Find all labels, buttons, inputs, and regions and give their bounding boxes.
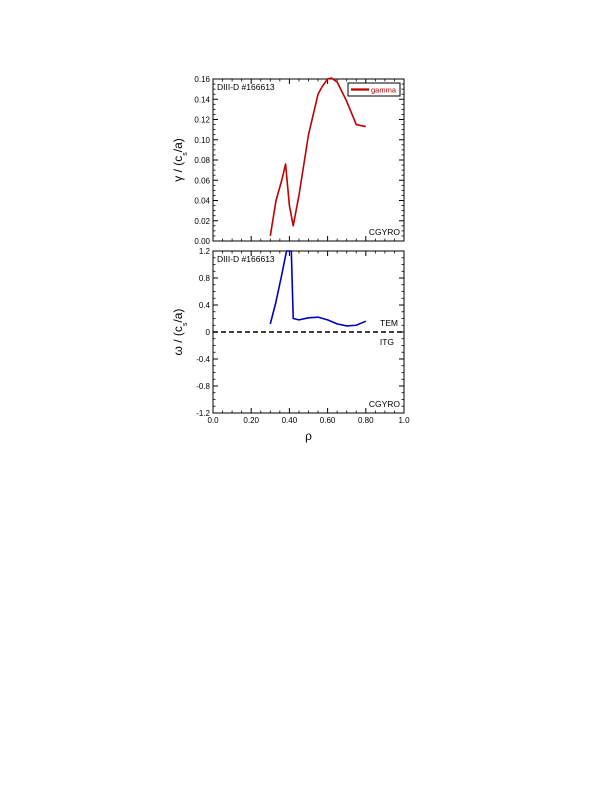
series-line — [269, 77, 366, 237]
tem-region-label: TEM — [380, 318, 398, 328]
frequency-axis-label-sub: s — [182, 322, 189, 326]
y-tick-label: 0.00 — [194, 237, 210, 246]
x-tick-label: 0.80 — [358, 416, 374, 425]
y-tick-label: 0.04 — [194, 197, 210, 206]
growth-rate-ticks: 0.00 0.02 0.04 0.06 0.08 0.10 0.12 0.14 0.16 — [194, 75, 405, 246]
x-tick-label: 0.60 — [320, 416, 336, 425]
growth-rate-axis-label-end: /a) — [171, 138, 185, 152]
growth-rate-shot-annotation: DIII-D #166613 — [217, 82, 275, 92]
x-tick-label: 0.20 — [243, 416, 259, 425]
y-tick-label: -0.4 — [196, 355, 210, 364]
y-tick-label: 0.10 — [194, 136, 210, 145]
x-tick-label: 0.40 — [282, 416, 298, 425]
growth-rate-panel: 0.00 0.02 0.04 0.06 0.08 0.10 0.12 0.14 0.16 DII… — [171, 75, 405, 246]
legend-box — [347, 82, 401, 97]
y-tick-label: 0.02 — [194, 217, 210, 226]
series-line — [269, 250, 367, 327]
y-tick-label: 0.8 — [199, 274, 211, 283]
frequency-axis-label-main: ω / (c — [171, 326, 185, 355]
growth-rate-code-label: CGYRO — [369, 227, 401, 237]
y-tick-label: 0 — [206, 328, 211, 337]
growth-rate-axis-label-sub: s — [182, 152, 189, 156]
legend-label-gamma: gamma — [371, 86, 397, 95]
y-tick-label: -1.2 — [196, 409, 210, 418]
y-tick-label: -0.8 — [196, 382, 210, 391]
frequency-code-label: CGYRO — [369, 399, 401, 409]
frequency-panel: -1.2 -0.8 -0.4 0 0.4 0.8 1.2 DIII-D #166613 CG… — [171, 247, 405, 418]
frequency-axis-label: ω / (cs/a) — [171, 309, 189, 356]
growth-rate-axis-label-main: γ / (c — [171, 156, 185, 182]
y-tick-label: 0.4 — [199, 301, 211, 310]
frequency-axis-label-end: /a) — [171, 309, 185, 323]
growth-rate-series — [269, 77, 366, 237]
y-tick-label: 0.14 — [194, 95, 210, 104]
frequency-shot-annotation: DIII-D #166613 — [217, 254, 275, 264]
x-tick-label: 0.0 — [207, 416, 219, 425]
x-tick-labels: 0.0 0.20 0.40 0.60 0.80 1.0 — [207, 416, 410, 425]
y-tick-label: 0.06 — [194, 176, 210, 185]
frequency-series — [269, 250, 367, 327]
itg-region-label: ITG — [380, 337, 394, 347]
y-tick-label: 0.08 — [194, 156, 210, 165]
x-axis-label: ρ — [305, 429, 312, 443]
y-tick-label: 0.12 — [194, 116, 210, 125]
growth-rate-plot-frame — [212, 78, 405, 242]
growth-rate-axis-label: γ / (cs/a) — [171, 138, 189, 182]
frequency-ticks: -1.2 -0.8 -0.4 0 0.4 0.8 1.2 — [196, 247, 405, 418]
y-tick-label: 0.16 — [194, 75, 210, 84]
legend: gamma — [347, 82, 401, 97]
x-tick-label: 1.0 — [398, 416, 410, 425]
y-tick-label: 1.2 — [199, 247, 211, 256]
